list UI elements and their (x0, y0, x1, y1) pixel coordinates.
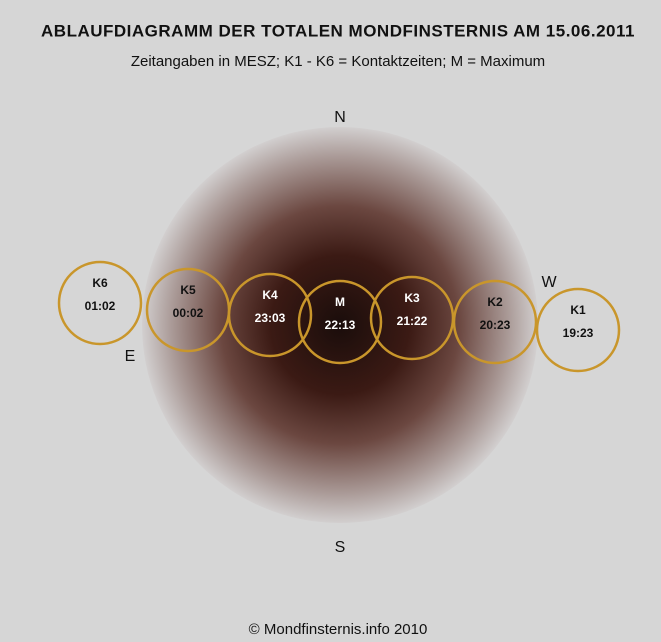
contact-label: K4 (262, 288, 278, 302)
contact-label: K5 (180, 283, 196, 297)
title: ABLAUFDIAGRAMM DER TOTALEN MONDFINSTERNI… (41, 21, 635, 40)
contact-label: K6 (92, 276, 108, 290)
contact-label: K3 (404, 291, 420, 305)
contact-time: 23:03 (255, 311, 286, 325)
contact-time: 22:13 (325, 318, 356, 332)
south: S (335, 539, 346, 556)
contact-label: K1 (570, 303, 586, 317)
contact-time: 19:23 (563, 326, 594, 340)
contact-time: 20:23 (480, 318, 511, 332)
north: N (334, 109, 346, 126)
contact-label: K2 (487, 295, 503, 309)
subtitle: Zeitangaben in MESZ; K1 - K6 = Kontaktze… (131, 53, 545, 70)
contact-time: 21:22 (397, 314, 428, 328)
contact-label: M (335, 295, 345, 309)
west: W (541, 274, 557, 291)
contact-time: 01:02 (85, 299, 116, 313)
contact-time: 00:02 (173, 306, 204, 320)
diagram: ABLAUFDIAGRAMM DER TOTALEN MONDFINSTERNI… (0, 0, 661, 642)
east: E (125, 348, 136, 365)
copyright: © Mondfinsternis.info 2010 (249, 621, 428, 638)
